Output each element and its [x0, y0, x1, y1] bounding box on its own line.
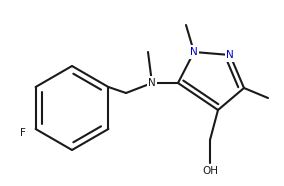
- Text: N: N: [148, 78, 156, 88]
- Text: N: N: [226, 50, 234, 60]
- Text: N: N: [190, 47, 198, 57]
- Text: F: F: [20, 128, 26, 138]
- Text: OH: OH: [202, 166, 218, 176]
